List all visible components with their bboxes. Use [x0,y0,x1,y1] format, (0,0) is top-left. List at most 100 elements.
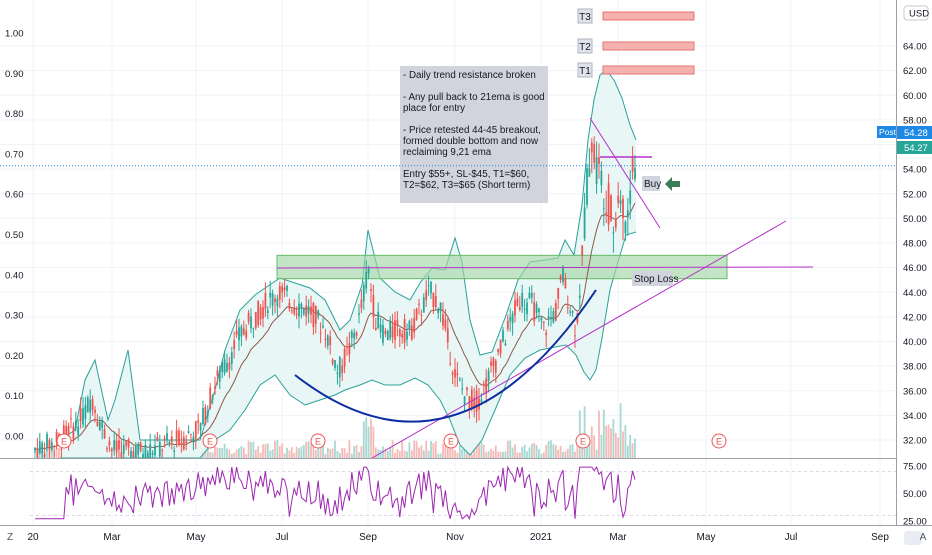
candle-body [192,436,195,443]
candle-body [34,448,36,451]
candle-body [497,349,500,353]
volume-bar [214,446,216,458]
volume-bar [331,448,334,458]
candle-body [283,287,286,290]
auto-scale-glyph: A [920,532,927,543]
volume-bar [293,453,296,458]
volume-bar [619,403,622,458]
volume-bar [442,443,444,458]
volume-bar [590,426,593,458]
candle-body [199,423,202,431]
rsi-tick-label: 25.00 [903,517,927,528]
volume-bar [574,451,576,458]
candle-body [386,331,389,341]
candle-body [526,302,528,315]
volume-bar [612,419,615,458]
price-tick-label: 36.00 [903,386,927,397]
timezone-glyph: Z [7,532,13,543]
volume-bar [521,446,524,458]
note-line: reclaiming 9,21 ema [403,147,492,158]
volume-bar [317,442,320,458]
candle-body [302,308,305,315]
volume-bar [269,450,272,458]
candle-body [475,390,478,412]
time-label: Nov [446,532,464,543]
candle-body [442,314,444,326]
candle-body [182,437,185,450]
candle-body [264,293,267,309]
candle-body [338,356,341,378]
volume-bar [432,443,435,458]
target-label: T3 [579,12,591,23]
candle-body [470,389,473,410]
candle-body [583,207,586,239]
candle-body [257,300,260,325]
candle-body [384,330,387,335]
candle-body [362,285,365,302]
price-tick-label: 42.00 [903,312,927,323]
post-tag-box [877,126,896,138]
candle-body [578,295,581,298]
candle-body [562,267,564,283]
volume-bar [278,446,281,458]
candle-body [125,441,128,446]
volume-bar [576,444,579,458]
price-tick-label: 54.00 [903,165,927,176]
volume-bar [413,440,416,458]
note-line: - Price retested 44-45 breakout, [403,125,541,136]
candle-body [163,438,166,441]
time-axis[interactable]: 20 Mar May Jul Sep Nov 2021 Mar May Jul Sep Z A [7,531,927,545]
candle-body [120,452,123,458]
volume-bar [391,440,394,458]
candle-body [389,321,392,339]
volume-bar [302,445,305,458]
candle-body [343,348,346,367]
volume-bar [230,453,233,458]
candle-body [326,335,329,346]
candle-body [509,316,512,322]
candle-body [540,317,543,321]
candle-body [130,450,132,458]
time-label: May [187,532,206,543]
post-tag: Post [879,127,897,137]
candle-body [46,433,48,447]
volume-bar [408,442,411,458]
candle-body [506,320,509,330]
candle-body [197,420,200,423]
volume-bar [206,446,209,458]
candle-body [482,383,485,386]
candle-body [408,320,411,328]
buy-arrow-icon [665,177,680,191]
volume-bar [562,451,564,458]
earnings-marker [711,433,727,449]
candle-body [454,368,456,378]
volume-bar [245,453,248,458]
candle-body [238,327,240,341]
post-price: 54.28 [904,128,928,139]
candle-body [492,358,495,367]
candle-body [494,360,497,373]
volume-bar [406,451,408,458]
candle-body [36,448,39,458]
volume-bar [377,449,380,458]
volume-bar [629,434,632,458]
candle-body [521,292,524,307]
volume-bar [314,450,317,458]
candle-body [324,338,327,340]
bollinger-fill [60,70,636,458]
price-tick-label: 64.00 [903,42,927,53]
candle-body [461,388,464,390]
time-label: May [697,532,716,543]
volume-bar [288,450,291,458]
stop-loss-line [276,266,814,269]
volume-bar [264,444,267,458]
candle-body [451,372,454,375]
volume-bar [266,443,269,458]
note-line: T2=$62, T3=$65 (Short term) [403,180,530,191]
candle-body [151,453,154,455]
candle-body [274,298,276,303]
volume-bar [346,452,348,458]
candle-body [175,430,178,443]
